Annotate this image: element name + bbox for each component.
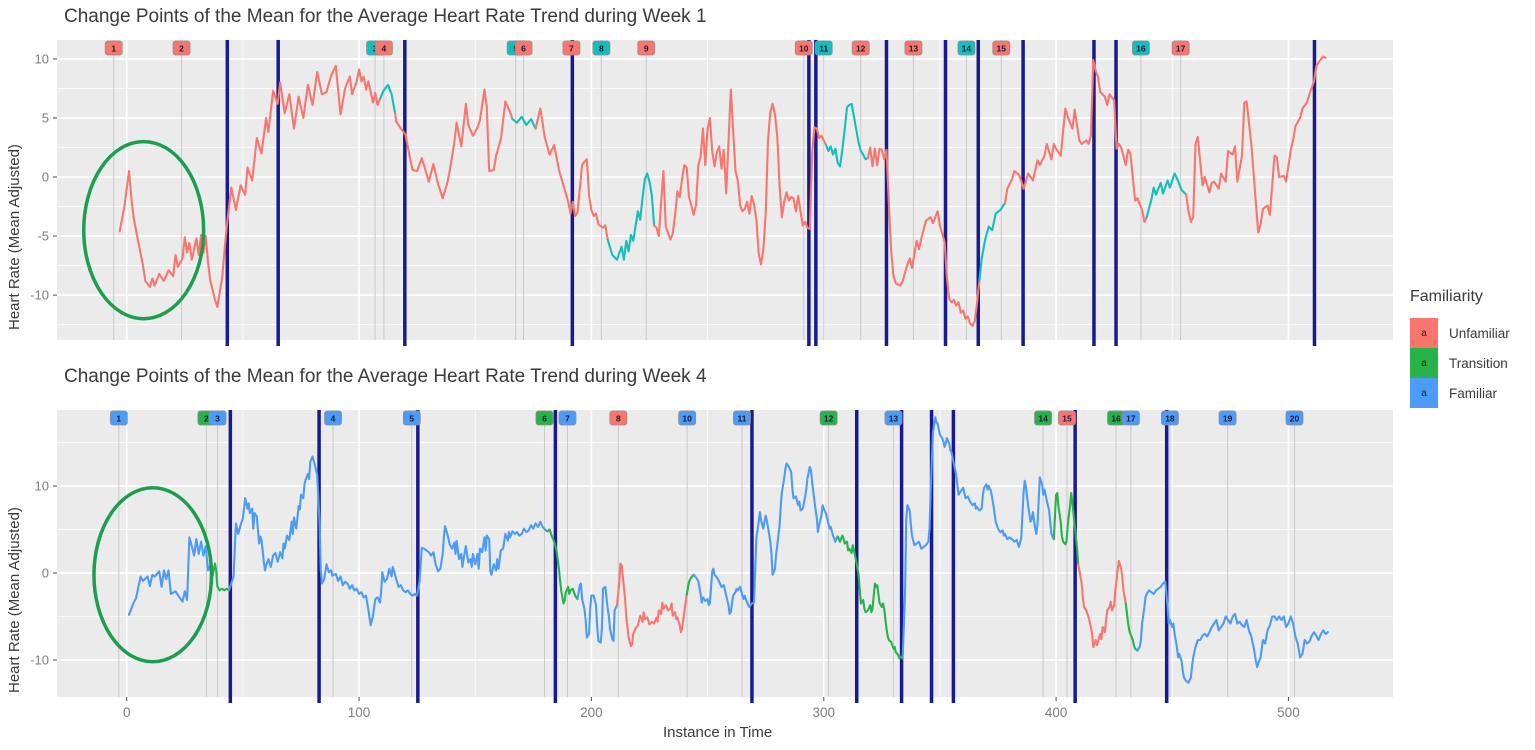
svg-text:100: 100: [348, 705, 371, 720]
legend-item-familiar: a Familiar: [1410, 378, 1535, 408]
svg-text:1: 1: [116, 414, 121, 424]
svg-text:0: 0: [123, 705, 131, 720]
svg-text:2: 2: [204, 414, 209, 424]
chart1-title: Change Points of the Mean for the Averag…: [64, 6, 707, 27]
legend-title: Familiarity: [1410, 288, 1483, 305]
svg-text:11: 11: [737, 414, 746, 424]
svg-text:10: 10: [799, 44, 809, 54]
svg-text:17: 17: [1126, 414, 1136, 424]
svg-text:7: 7: [569, 44, 574, 54]
svg-text:3: 3: [215, 414, 220, 424]
unfamiliar-swatch-icon: a: [1410, 318, 1438, 348]
svg-text:15: 15: [997, 44, 1007, 54]
svg-text:12: 12: [856, 44, 866, 54]
svg-text:8: 8: [599, 44, 604, 54]
svg-text:13: 13: [889, 414, 899, 424]
svg-text:15: 15: [1062, 414, 1072, 424]
legend-label: Transition: [1449, 355, 1508, 371]
svg-text:200: 200: [580, 705, 603, 720]
transition-swatch-icon: a: [1410, 348, 1438, 378]
x-axis-label: Instance in Time: [663, 724, 773, 741]
svg-text:19: 19: [1223, 414, 1233, 424]
svg-text:5: 5: [409, 414, 414, 424]
svg-text:14: 14: [962, 44, 972, 54]
svg-text:13: 13: [909, 44, 919, 54]
svg-text:4: 4: [382, 44, 387, 54]
svg-text:20: 20: [1290, 414, 1300, 424]
svg-text:9: 9: [644, 44, 649, 54]
svg-text:-10: -10: [30, 653, 49, 668]
svg-text:16: 16: [1111, 414, 1121, 424]
svg-text:300: 300: [812, 705, 835, 720]
svg-text:18: 18: [1165, 414, 1175, 424]
svg-text:5: 5: [42, 110, 49, 125]
chart2-title: Change Points of the Mean for the Averag…: [64, 366, 707, 387]
svg-text:400: 400: [1045, 705, 1068, 720]
svg-text:6: 6: [521, 44, 526, 54]
svg-text:2: 2: [179, 44, 184, 54]
legend-label: Unfamiliar: [1449, 325, 1510, 341]
svg-text:10: 10: [682, 414, 692, 424]
svg-text:14: 14: [1038, 414, 1048, 424]
svg-text:16: 16: [1136, 44, 1146, 54]
svg-text:6: 6: [542, 414, 547, 424]
svg-text:10: 10: [35, 51, 49, 66]
familiar-swatch-icon: a: [1410, 378, 1438, 408]
svg-text:500: 500: [1277, 705, 1300, 720]
svg-text:11: 11: [819, 44, 828, 54]
legend: Familiarity a Unfamiliar a Transition a …: [1410, 288, 1535, 408]
svg-text:10: 10: [35, 479, 49, 494]
svg-text:12: 12: [824, 414, 834, 424]
svg-text:-10: -10: [30, 288, 49, 303]
svg-text:1: 1: [111, 44, 116, 54]
svg-text:7: 7: [565, 414, 570, 424]
svg-text:8: 8: [616, 414, 621, 424]
chart1-plot: 12345678910111213141516171050-5-10: [30, 40, 1393, 346]
legend-item-transition: a Transition: [1410, 348, 1535, 378]
svg-text:-5: -5: [37, 229, 49, 244]
legend-label: Familiar: [1449, 385, 1498, 401]
svg-text:17: 17: [1176, 44, 1186, 54]
svg-text:0: 0: [42, 566, 49, 581]
svg-text:4: 4: [331, 414, 336, 424]
legend-item-unfamiliar: a Unfamiliar: [1410, 318, 1535, 348]
svg-text:0: 0: [42, 170, 49, 185]
